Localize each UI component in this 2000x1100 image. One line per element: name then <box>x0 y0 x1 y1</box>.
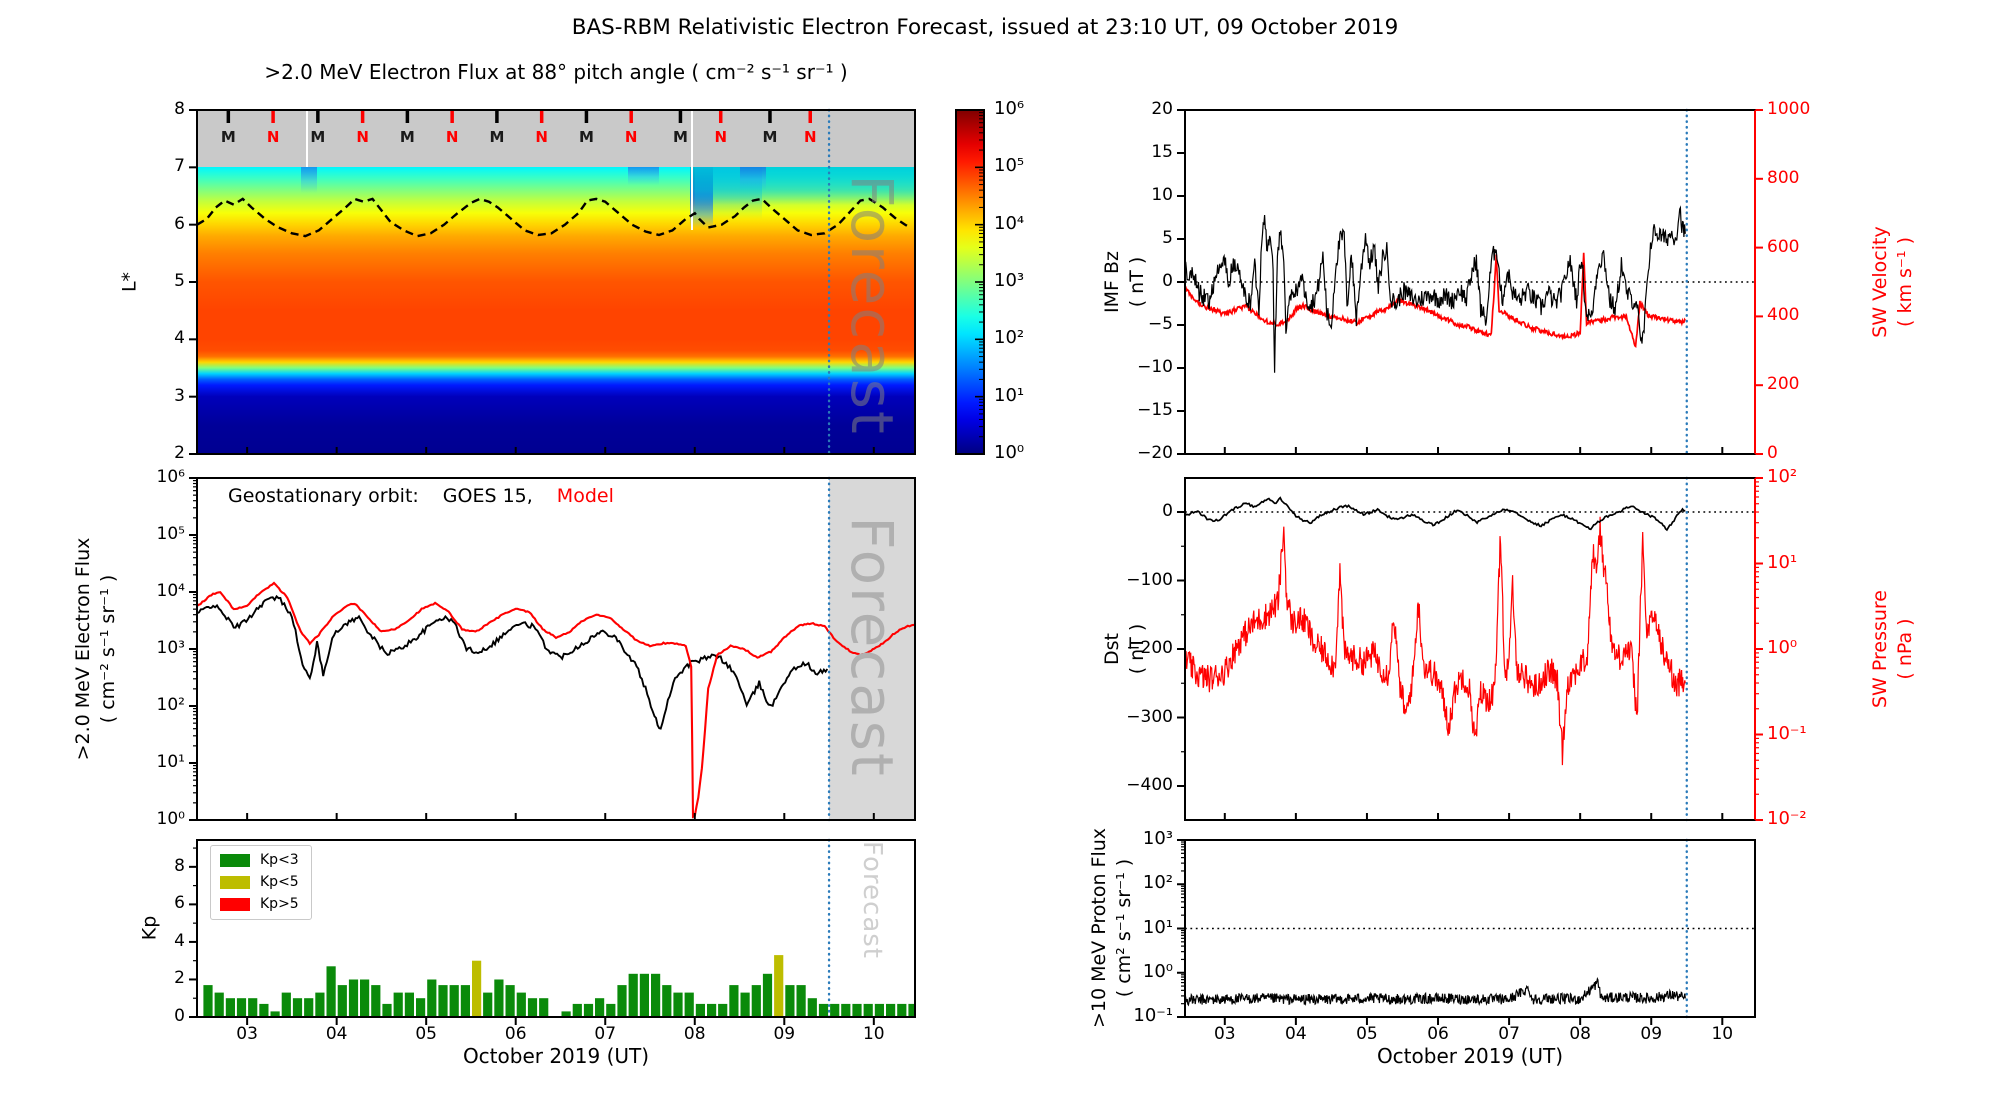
drift-shell-dashed-line <box>196 197 911 238</box>
sw-velocity-line <box>1184 252 1686 349</box>
kp-bar <box>617 985 627 1017</box>
kp-bar <box>438 985 448 1017</box>
kp-legend: Kp<3 Kp<5 Kp>5 <box>210 845 312 920</box>
kp-bar <box>818 1003 829 1017</box>
legend-item: Kp<5 <box>220 875 299 890</box>
kp-bar <box>785 985 795 1017</box>
data-gap-line <box>690 110 694 230</box>
kp-lt5-swatch <box>220 876 250 889</box>
kp-bar <box>561 1011 571 1017</box>
kp-bar <box>427 979 437 1017</box>
kp-bar <box>516 992 526 1017</box>
kp-bar <box>449 985 459 1017</box>
dst-line <box>1184 496 1686 532</box>
imf-bz-line <box>1184 205 1686 373</box>
kp-bar <box>404 992 414 1017</box>
kp-bar <box>259 1003 269 1017</box>
kp-bar <box>852 1003 862 1017</box>
goes15-line <box>196 594 829 730</box>
kp-gt5-swatch <box>220 898 250 911</box>
kp-bar <box>841 1003 851 1017</box>
sw-pressure-line <box>1184 516 1686 766</box>
kp-bar <box>908 1003 914 1017</box>
kp-bar <box>897 1003 907 1017</box>
kp-bar <box>270 1011 280 1017</box>
legend-item: Kp<3 <box>220 853 299 868</box>
kp-bar <box>248 998 258 1017</box>
kp-bar <box>606 1003 616 1017</box>
kp-bar <box>236 998 247 1017</box>
spectrogram-feature-minor-dropout <box>739 167 767 191</box>
spectrogram-heatmap <box>197 167 915 454</box>
kp-bar <box>382 1003 392 1017</box>
kp-bar <box>360 979 370 1017</box>
kp-bar <box>572 1003 582 1017</box>
kp-bar <box>874 1003 884 1017</box>
kp-bar <box>483 992 493 1017</box>
kp-bar <box>371 985 381 1017</box>
kp-bar <box>863 1003 873 1017</box>
kp-bar <box>348 979 359 1017</box>
kp-bar <box>583 1003 594 1017</box>
spectrogram-feature-minor-dropout <box>300 167 317 194</box>
kp-lt3-swatch <box>220 854 250 867</box>
spectrogram-feature-minor-dropout <box>627 167 659 185</box>
kp-bar <box>695 1003 705 1017</box>
kp-bar <box>472 960 482 1017</box>
kp-bar <box>751 985 761 1017</box>
kp-bar <box>639 973 649 1017</box>
kp-bar <box>595 998 605 1017</box>
kp-bar <box>304 998 314 1017</box>
kp-bar <box>539 998 549 1017</box>
kp-bar <box>830 1003 840 1017</box>
kp-bar <box>214 992 224 1017</box>
kp-bar <box>684 992 694 1017</box>
kp-bar <box>729 985 739 1017</box>
kp-bar <box>707 1003 717 1017</box>
kp-bar <box>628 973 638 1017</box>
model-line <box>196 581 916 819</box>
kp-bar <box>494 979 504 1017</box>
kp-bar <box>886 1003 896 1017</box>
data-gap-line <box>305 110 309 167</box>
kp-bar <box>292 998 303 1017</box>
kp-bar <box>416 998 426 1017</box>
kp-bar <box>315 992 325 1017</box>
kp-bar <box>203 985 213 1017</box>
kp-bar <box>337 985 347 1017</box>
proton-flux-line <box>1184 976 1686 1007</box>
kp-bar <box>807 998 817 1017</box>
kp-bar <box>796 985 806 1017</box>
kp-bar <box>527 998 538 1017</box>
legend-item: Kp>5 <box>220 897 299 912</box>
kp-bar <box>662 985 672 1017</box>
kp-bar <box>673 992 683 1017</box>
kp-bar <box>505 985 515 1017</box>
kp-bar <box>281 992 291 1017</box>
kp-bar <box>651 973 661 1017</box>
kp-bar <box>774 955 784 1017</box>
kp-bar <box>718 1003 728 1017</box>
kp-bar <box>326 966 336 1017</box>
kp-bar <box>225 998 235 1017</box>
kp-bar <box>460 985 470 1017</box>
kp-bar <box>393 992 403 1017</box>
kp-bar <box>740 992 750 1017</box>
kp-bar <box>762 973 773 1017</box>
